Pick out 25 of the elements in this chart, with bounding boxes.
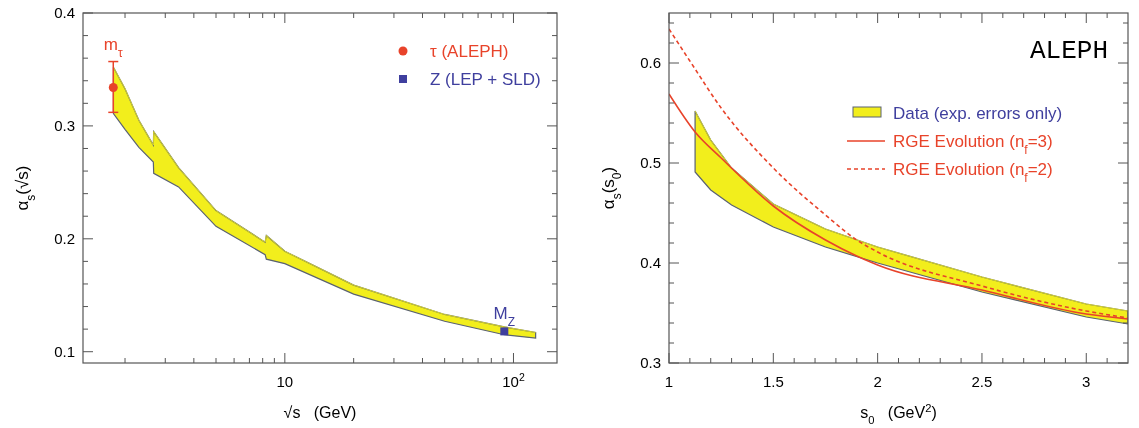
x-tick-label: 3 <box>1082 373 1091 390</box>
y-tick-label: 0.2 <box>54 229 75 247</box>
x-tick-label: 10$^{2}$ <box>502 371 525 390</box>
x-axis-title: √s (GeV) <box>283 404 357 421</box>
y-tick-label: 0.3 <box>54 116 75 134</box>
x-tick-label: 2 <box>873 373 882 390</box>
x-tick-label: 1.5 <box>762 373 784 390</box>
legend-label: Data (exp. errors only) <box>893 104 1063 123</box>
y-tick-label: 0.4 <box>54 4 75 21</box>
annotation: M$_{Z}$ <box>493 304 516 330</box>
legend-label: Z (LEP + SLD) <box>430 70 541 89</box>
y-tick-label: 0.4 <box>640 254 661 271</box>
y-tick-label: 0.5 <box>640 154 661 171</box>
legend-label: RGE Evolution (n$_{f}$=3) <box>893 132 1053 157</box>
x-tick-label: 1 <box>664 373 674 390</box>
y-tick-label: 0.3 <box>640 354 661 371</box>
x-axis-title: s$_{0}$ (GeV$^{2}$) <box>860 402 937 426</box>
x-tick-label: 10 <box>276 373 294 390</box>
annotation: ALEPH <box>1029 36 1108 66</box>
y-tick-label: 0.1 <box>54 342 75 360</box>
annotation: m$_{τ}$ <box>103 34 124 60</box>
y-tick-label: 0.6 <box>640 54 661 71</box>
legend-label: RGE Evolution (n$_{f}$=2) <box>893 160 1053 185</box>
x-tick-label: 2.5 <box>971 373 993 390</box>
legend-label: τ (ALEPH) <box>430 42 509 61</box>
